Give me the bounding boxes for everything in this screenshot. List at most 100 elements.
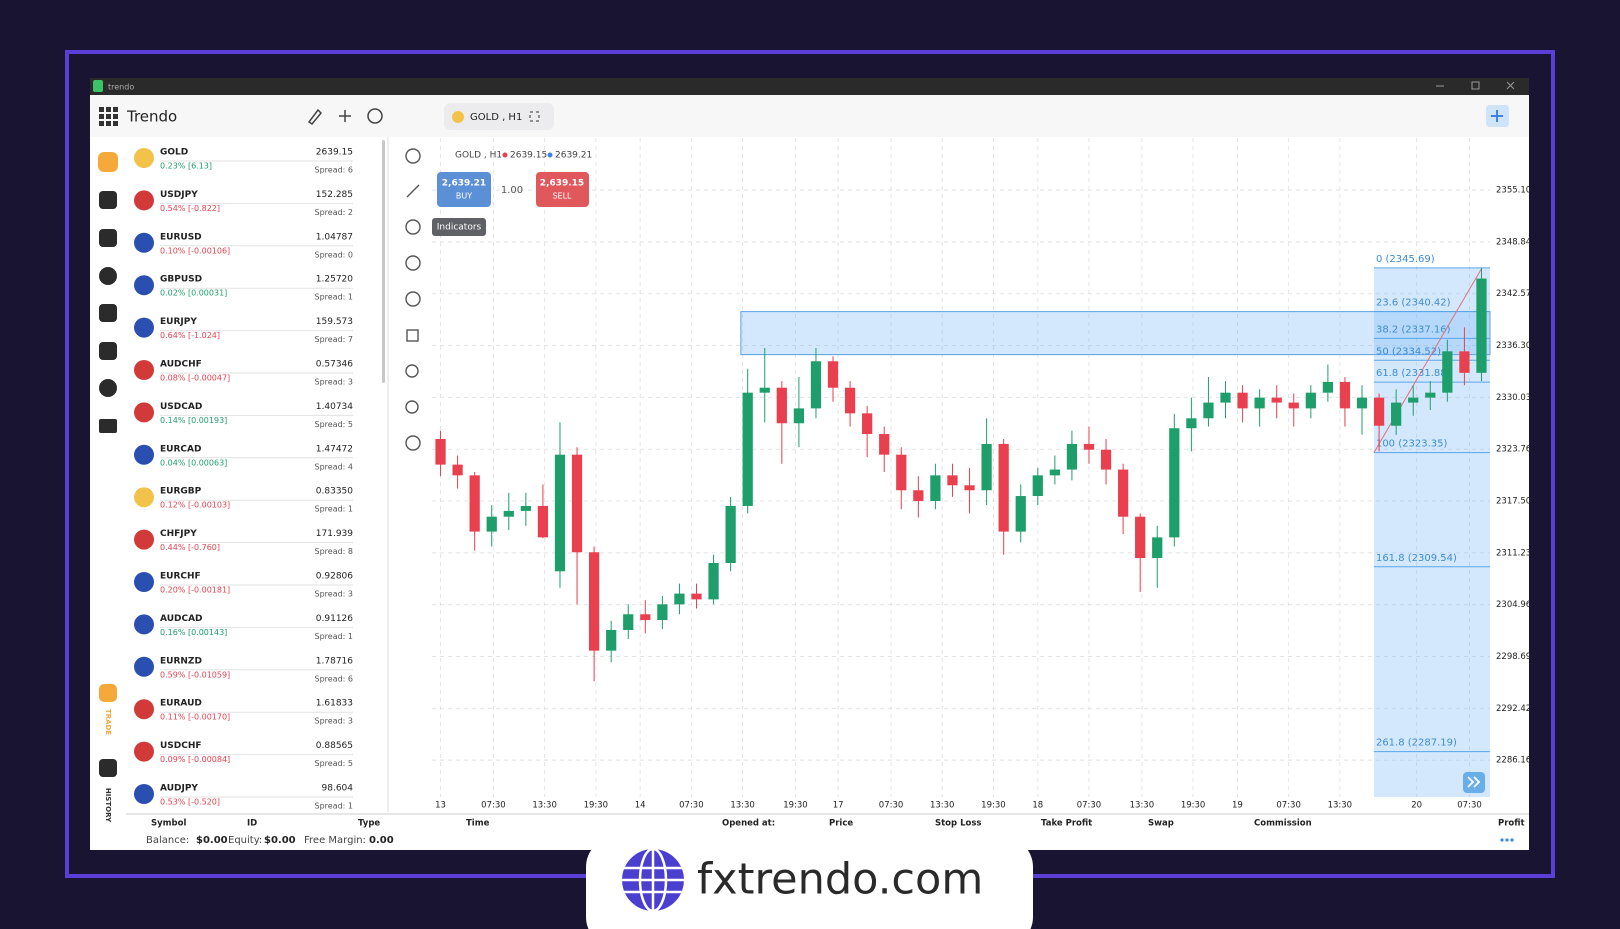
symbol-spread: Spread: 0 xyxy=(315,250,354,259)
chart-tab[interactable] xyxy=(444,103,554,130)
candle-body xyxy=(1015,496,1026,532)
chart-tab-label[interactable]: GOLD , H1 xyxy=(470,112,522,123)
candle-body xyxy=(1135,516,1146,559)
symbol-spread: Spread: 6 xyxy=(315,166,354,175)
nav-icon[interactable] xyxy=(98,152,118,172)
x-tick-label: 17 xyxy=(833,801,844,811)
buy-button[interactable] xyxy=(437,172,491,207)
symbol-change: 0.59% [-0.01059] xyxy=(160,670,230,679)
flag-icon xyxy=(134,487,154,508)
candle-body xyxy=(964,485,975,491)
symbol-change: 0.10% [-0.00106] xyxy=(160,246,230,255)
more-icon[interactable] xyxy=(1500,838,1514,842)
symbol-price: 2639.15 xyxy=(316,148,353,158)
ask-dot xyxy=(547,152,553,158)
column-header: Take Profit xyxy=(1041,819,1092,829)
symbol-change: 0.12% [-0.00103] xyxy=(160,501,230,510)
nav-icons[interactable] xyxy=(99,191,117,777)
y-tick-label: 2298.69 xyxy=(1496,652,1531,662)
globe-logo xyxy=(622,847,684,913)
balance-value: $0.00 xyxy=(196,835,228,846)
scroll-right-button[interactable] xyxy=(1463,772,1485,793)
y-tick-label: 2286.16 xyxy=(1496,756,1531,766)
brand: fxtrendo.com xyxy=(697,855,983,905)
add-icon xyxy=(1491,110,1503,122)
header-tools[interactable] xyxy=(307,108,383,126)
candle-body xyxy=(810,361,822,409)
quantity[interactable]: 1.00 xyxy=(501,185,523,196)
sell-price[interactable]: 2,639.15 xyxy=(540,179,584,189)
buy-price[interactable]: 2,639.21 xyxy=(442,179,486,189)
candle-body xyxy=(554,454,566,572)
history-tab[interactable]: HISTORY xyxy=(104,788,112,823)
trade-tab[interactable]: TRADE xyxy=(104,709,112,735)
y-tick-label: 2355.10 xyxy=(1496,186,1531,196)
symbol-list: GOLD 0.23% [6.13] 2639.15 Spread: 6 USDJPY 0.… xyxy=(134,148,353,811)
fibonacci-label: 61.8 (2331.88) xyxy=(1376,368,1451,379)
symbol-name: USDCAD xyxy=(160,402,202,412)
candle-body xyxy=(435,438,446,465)
candle-body xyxy=(1083,443,1095,450)
y-tick-label: 2292.42 xyxy=(1496,704,1531,714)
menu-grid-icon[interactable] xyxy=(99,107,118,126)
chart-tools[interactable] xyxy=(405,148,421,451)
scrollbar xyxy=(382,140,385,383)
candle-body xyxy=(606,629,617,651)
free-margin-label: Free Margin: xyxy=(304,835,366,846)
symbol-change: 0.08% [-0.00047] xyxy=(160,374,230,383)
candle-body xyxy=(674,593,685,605)
x-tick-label: 13:30 xyxy=(1328,801,1353,811)
fibonacci-label: 23.6 (2340.42) xyxy=(1376,297,1451,308)
y-tick-label: 2330.03 xyxy=(1496,393,1531,403)
y-tick-label: 2317.50 xyxy=(1496,496,1531,506)
symbol-price: 1.78716 xyxy=(316,656,353,666)
candle-body xyxy=(657,604,668,621)
candle-body xyxy=(452,464,463,476)
x-tick-label: 13:30 xyxy=(930,801,955,811)
fullscreen-icon[interactable] xyxy=(529,111,540,122)
symbol-name: USDJPY xyxy=(160,190,198,200)
column-header: Profit xyxy=(1498,819,1525,829)
candle-body xyxy=(1459,351,1470,373)
candle-body xyxy=(1339,381,1351,409)
symbol-change: 0.20% [-0.00181] xyxy=(160,586,230,595)
candle-body xyxy=(862,413,873,435)
candle-body xyxy=(623,614,634,630)
candle-body xyxy=(742,392,753,506)
sell-label[interactable]: SELL xyxy=(552,192,572,201)
symbol-spread: Spread: 1 xyxy=(315,505,354,514)
symbol-change: 0.64% [-1.024] xyxy=(160,331,220,340)
symbol-name: EURNZD xyxy=(160,656,202,666)
candle-body xyxy=(981,443,992,491)
candle-body xyxy=(759,387,770,393)
sell-button[interactable] xyxy=(536,172,589,207)
flag-icon xyxy=(134,572,154,592)
buy-label[interactable]: BUY xyxy=(456,192,472,201)
chart: 2355.10 2348.84 2342.57 2336.30 2330.03 2323.… xyxy=(432,138,1531,811)
flag-icon xyxy=(134,784,154,804)
candle-body xyxy=(1237,392,1248,409)
app-window xyxy=(90,78,1529,850)
y-tick-label: 2342.57 xyxy=(1496,289,1531,299)
symbol-price: 159.573 xyxy=(316,317,353,327)
symbol-change: 0.53% [-0.520] xyxy=(160,798,220,807)
window-title: trendo xyxy=(108,83,134,92)
candle-body xyxy=(1032,475,1043,497)
symbol-name: EURJPY xyxy=(160,317,197,327)
symbol-spread: Spread: 1 xyxy=(315,632,354,641)
trade-icon[interactable] xyxy=(99,684,117,702)
y-tick-label: 2323.76 xyxy=(1496,445,1531,455)
window-controls xyxy=(1436,81,1515,90)
candle-body xyxy=(571,454,583,553)
equity-value: $0.00 xyxy=(264,835,296,846)
ask-price: 2639.21 xyxy=(555,151,592,161)
y-tick-label: 2304.96 xyxy=(1496,600,1531,610)
y-tick-label: 2336.30 xyxy=(1496,341,1531,351)
symbol-price: 1.61833 xyxy=(316,699,353,709)
candle-body xyxy=(998,443,1009,532)
symbol-price: 0.88565 xyxy=(316,741,353,751)
candle-body xyxy=(1169,428,1180,538)
x-tick-label: 13:30 xyxy=(532,801,557,811)
symbol-spread: Spread: 5 xyxy=(315,420,354,429)
